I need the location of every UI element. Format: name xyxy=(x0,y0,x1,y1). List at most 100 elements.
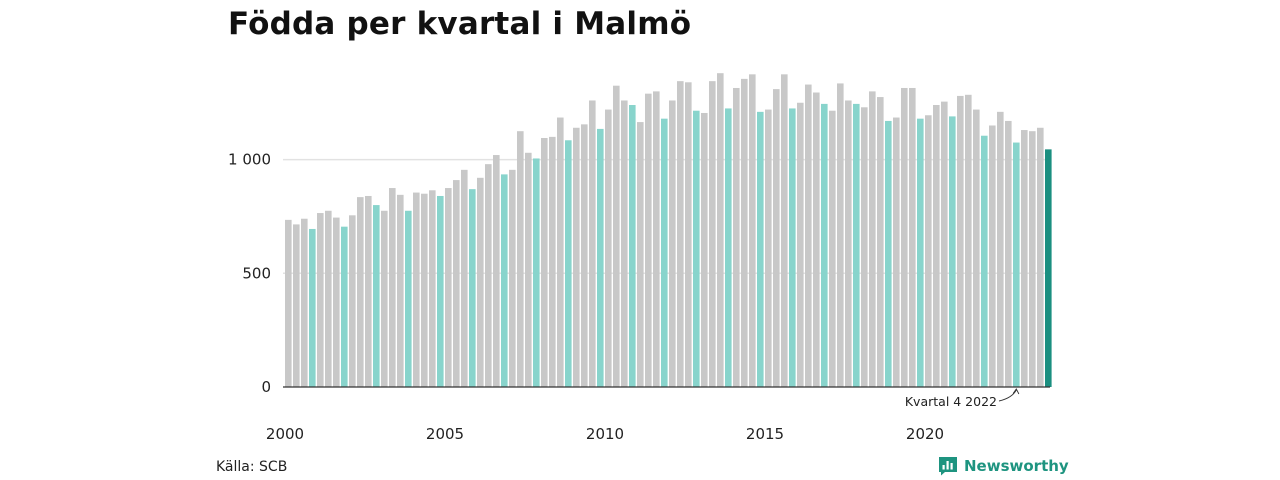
bar xyxy=(1013,142,1020,387)
bar xyxy=(901,87,908,387)
bar xyxy=(949,116,956,387)
bar xyxy=(381,210,388,387)
annotation: Kvartal 4 2022 xyxy=(905,388,1020,409)
bar xyxy=(789,108,796,387)
annotation-arrow xyxy=(998,389,1017,402)
bar xyxy=(821,103,828,387)
x-tick-label: 2005 xyxy=(426,425,464,443)
bar xyxy=(397,194,404,387)
bar xyxy=(1037,127,1044,387)
y-tick-label: 0 xyxy=(261,378,271,396)
x-tick-label: 2020 xyxy=(906,425,944,443)
bar xyxy=(765,109,772,387)
bar xyxy=(517,131,524,387)
bar xyxy=(445,188,452,387)
bar xyxy=(629,105,636,388)
bar xyxy=(989,125,996,388)
bar xyxy=(837,83,844,388)
bar xyxy=(557,117,564,387)
newsworthy-logo-icon xyxy=(939,457,957,476)
x-tick-label: 2000 xyxy=(266,425,304,443)
bar xyxy=(293,224,300,387)
chart-title: Födda per kvartal i Malmö xyxy=(228,6,692,42)
bar xyxy=(613,85,620,387)
bar xyxy=(805,84,812,387)
bar xyxy=(285,219,292,387)
bar xyxy=(877,97,884,387)
bars xyxy=(285,73,1052,388)
x-tick-label: 2010 xyxy=(586,425,624,443)
bar xyxy=(485,164,492,387)
bar xyxy=(757,111,764,387)
bar xyxy=(973,109,980,387)
bar xyxy=(773,89,780,388)
bar xyxy=(589,100,596,387)
bar xyxy=(869,91,876,387)
bar xyxy=(741,78,748,388)
bar xyxy=(325,210,332,387)
bar xyxy=(957,95,964,388)
bar xyxy=(389,188,396,387)
bar xyxy=(621,100,628,387)
y-tick-label: 1 000 xyxy=(228,151,271,169)
bar xyxy=(357,197,364,387)
bar xyxy=(829,110,836,388)
bar xyxy=(373,205,380,387)
bar xyxy=(669,100,676,387)
y-tick-label: 500 xyxy=(242,264,271,282)
bar xyxy=(645,93,652,388)
bar xyxy=(925,115,932,387)
bar xyxy=(861,107,868,388)
bar xyxy=(421,193,428,387)
bar xyxy=(781,74,788,387)
bar xyxy=(597,128,604,387)
bar xyxy=(677,81,684,388)
bar xyxy=(637,122,644,387)
bar xyxy=(1005,120,1012,387)
bar xyxy=(405,210,412,387)
annotation-label: Kvartal 4 2022 xyxy=(905,394,997,409)
bar xyxy=(933,105,940,388)
bar xyxy=(525,152,532,387)
bar xyxy=(917,118,924,388)
bar xyxy=(469,189,476,387)
bar xyxy=(477,177,484,387)
bar xyxy=(981,135,988,387)
annotation-arrowhead xyxy=(1012,388,1020,395)
bar xyxy=(501,174,508,387)
bar xyxy=(461,169,468,387)
bar xyxy=(733,87,740,387)
bar xyxy=(509,169,516,387)
bar xyxy=(997,111,1004,387)
bar xyxy=(333,217,340,387)
bar xyxy=(301,218,308,387)
axes: 0 500 1 000 2000 2005 2010 2015 2020 xyxy=(228,151,1050,443)
bar xyxy=(717,73,724,387)
bar xyxy=(533,158,540,387)
bar xyxy=(541,138,548,387)
bar xyxy=(845,100,852,387)
bar xyxy=(573,127,580,387)
bar xyxy=(693,110,700,388)
bar xyxy=(317,213,324,387)
source-note: Källa: SCB xyxy=(216,459,288,475)
bar xyxy=(701,112,708,387)
brand-logo[interactable]: Newsworthy xyxy=(938,456,1069,476)
bar xyxy=(965,94,972,387)
bar xyxy=(885,120,892,387)
bar xyxy=(341,226,348,387)
bar xyxy=(309,228,316,387)
bar xyxy=(661,118,668,388)
bar xyxy=(749,74,756,387)
bar xyxy=(565,140,572,387)
bar xyxy=(581,124,588,387)
x-tick-label: 2015 xyxy=(746,425,784,443)
bar xyxy=(909,87,916,387)
bar xyxy=(813,92,820,388)
bar xyxy=(453,180,460,387)
bar xyxy=(349,215,356,387)
bar xyxy=(797,102,804,387)
bar xyxy=(653,91,660,387)
bar xyxy=(725,108,732,387)
